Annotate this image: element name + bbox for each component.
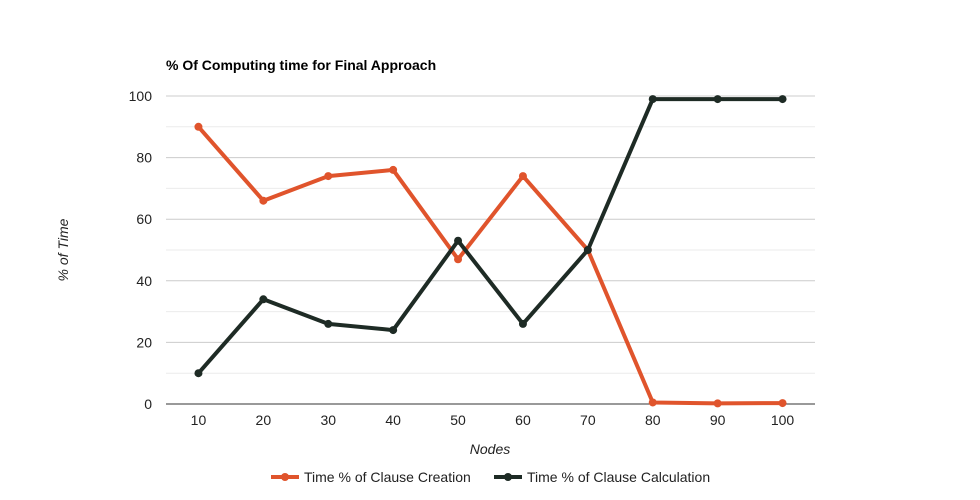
y-tick-label: 20 (136, 334, 152, 350)
data-point (518, 172, 527, 181)
data-point (194, 122, 203, 131)
legend-label: Time % of Clause Calculation (527, 469, 710, 485)
x-tick-label: 40 (385, 412, 401, 428)
data-point (389, 326, 398, 335)
x-tick-label: 20 (256, 412, 272, 428)
data-point (648, 95, 657, 104)
legend-item: Time % of Clause Calculation (494, 469, 710, 485)
data-point (454, 236, 463, 245)
series-line (196, 124, 785, 406)
gridlines (166, 95, 815, 374)
chart-title: % Of Computing time for Final Approach (166, 57, 436, 73)
x-tick-label: 50 (450, 412, 466, 428)
legend-label: Time % of Clause Creation (304, 469, 471, 485)
data-point (324, 172, 333, 181)
series-layer (194, 95, 787, 408)
data-point (713, 399, 722, 408)
x-tick-label: 80 (645, 412, 661, 428)
x-tick-label: 30 (320, 412, 336, 428)
y-axis-ticks: 0 20 40 60 80 100 (129, 88, 153, 412)
legend-swatch-marker (504, 473, 512, 481)
y-tick-label: 40 (136, 273, 152, 289)
x-tick-label: 10 (191, 412, 207, 428)
data-point (648, 398, 657, 407)
series-1 (194, 122, 787, 408)
y-axis-label: % of Time (55, 218, 71, 281)
series-line (196, 97, 785, 376)
series-2 (194, 95, 787, 378)
x-tick-label: 100 (771, 412, 795, 428)
legend-item: Time % of Clause Creation (271, 469, 471, 485)
data-point (324, 319, 333, 328)
data-point (259, 196, 268, 205)
data-point (778, 399, 787, 408)
x-tick-label: 90 (710, 412, 726, 428)
y-tick-label: 60 (136, 211, 152, 227)
data-point (389, 165, 398, 174)
data-point (518, 319, 527, 328)
data-point (713, 95, 722, 104)
y-tick-label: 100 (129, 88, 153, 104)
x-axis-ticks: 10 20 30 40 50 60 70 80 90 100 (191, 412, 795, 428)
legend: Time % of Clause Creation Time % of Claus… (271, 469, 710, 485)
x-axis-label: Nodes (470, 441, 510, 457)
legend-swatch-marker (281, 473, 289, 481)
y-tick-label: 0 (144, 396, 152, 412)
x-tick-label: 60 (515, 412, 531, 428)
data-point (583, 246, 592, 254)
data-point (194, 369, 203, 378)
data-point (778, 95, 787, 104)
data-point (259, 295, 268, 304)
x-tick-label: 70 (580, 412, 596, 428)
data-point (454, 255, 463, 264)
y-tick-label: 80 (136, 150, 152, 166)
